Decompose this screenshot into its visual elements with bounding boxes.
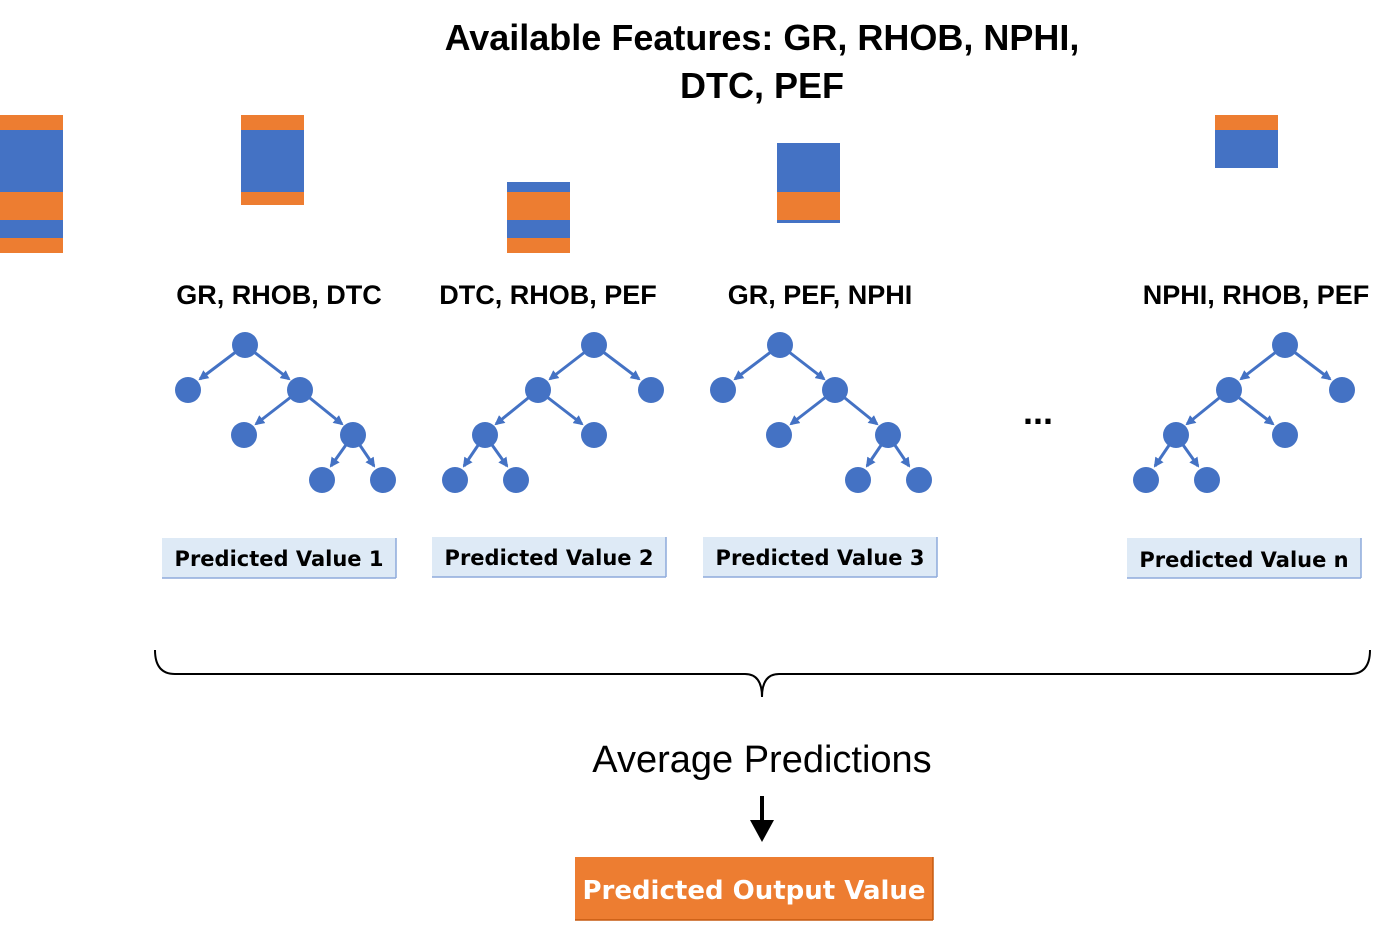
title-line-2: DTC, PEF [680, 65, 844, 106]
tree-node [581, 332, 607, 358]
tree-node [875, 422, 901, 448]
tree-node [232, 332, 258, 358]
decision-tree-n [1133, 332, 1355, 493]
sample-segment [241, 192, 304, 205]
tree-node [581, 422, 607, 448]
prediction-box-3: Predicted Value 3 [703, 537, 938, 578]
prediction-n-label: Predicted Value n [1139, 548, 1348, 572]
tree-3-features: GR, PEF, NPHI [728, 280, 913, 310]
tree-n-features: NPHI, RHOB, PEF [1143, 280, 1370, 310]
tree-node [822, 377, 848, 403]
sample-segment [507, 182, 570, 192]
tree-node [231, 422, 257, 448]
tree-node [287, 377, 313, 403]
prediction-box-2: Predicted Value 2 [432, 537, 667, 578]
sample-segment [0, 130, 63, 192]
decision-tree-3 [710, 332, 932, 493]
prediction-3-label: Predicted Value 3 [716, 546, 925, 570]
sample-segment [1215, 115, 1278, 130]
tree-1-features: GR, RHOB, DTC [176, 280, 382, 310]
sample-segment [777, 192, 840, 220]
sample-segment [777, 143, 840, 192]
tree-node [340, 422, 366, 448]
sample-column-2 [241, 115, 304, 205]
tree-node [442, 467, 468, 493]
sample-column-4 [777, 143, 840, 223]
more-trees-ellipsis: ... [1023, 391, 1053, 432]
tree-node [766, 422, 792, 448]
tree-node [710, 377, 736, 403]
tree-node [525, 377, 551, 403]
tree-node [309, 467, 335, 493]
sample-segment [0, 238, 63, 253]
tree-node [906, 467, 932, 493]
tree-node [638, 377, 664, 403]
sample-column-5 [1215, 115, 1278, 168]
tree-node [472, 422, 498, 448]
tree-node [845, 467, 871, 493]
prediction-box-1: Predicted Value 1 [162, 538, 397, 579]
average-predictions-label: Average Predictions [592, 739, 931, 781]
sample-segment [777, 220, 840, 223]
sample-segment [507, 238, 570, 253]
down-arrow-icon [750, 796, 774, 842]
prediction-box-n: Predicted Value n [1127, 538, 1362, 579]
sample-column-3 [507, 182, 570, 253]
tree-node [1133, 467, 1159, 493]
prediction-2-label: Predicted Value 2 [445, 546, 654, 570]
title-line-1: Available Features: GR, RHOB, NPHI, [445, 17, 1080, 58]
sample-segment [0, 220, 63, 238]
sample-column-1 [0, 115, 63, 253]
sample-segment [0, 115, 63, 130]
tree-node [1272, 332, 1298, 358]
tree-node [175, 377, 201, 403]
decision-tree-1 [175, 332, 396, 493]
prediction-1-label: Predicted Value 1 [175, 547, 384, 571]
grouping-brace [154, 649, 1371, 698]
sample-segment [507, 192, 570, 220]
tree-2-features: DTC, RHOB, PEF [439, 280, 657, 310]
sample-segment [241, 115, 304, 130]
tree-node [1216, 377, 1242, 403]
tree-node [370, 467, 396, 493]
sample-segment [0, 192, 63, 220]
sample-segment [1215, 130, 1278, 168]
sample-segment [241, 130, 304, 192]
tree-node [1272, 422, 1298, 448]
tree-node [503, 467, 529, 493]
tree-node [1163, 422, 1189, 448]
sample-segment [507, 220, 570, 238]
tree-node [767, 332, 793, 358]
decision-tree-2 [442, 332, 664, 493]
predicted-output-label: Predicted Output Value [582, 876, 925, 906]
tree-node [1329, 377, 1355, 403]
tree-node [1194, 467, 1220, 493]
predicted-output-box: Predicted Output Value [575, 857, 934, 921]
